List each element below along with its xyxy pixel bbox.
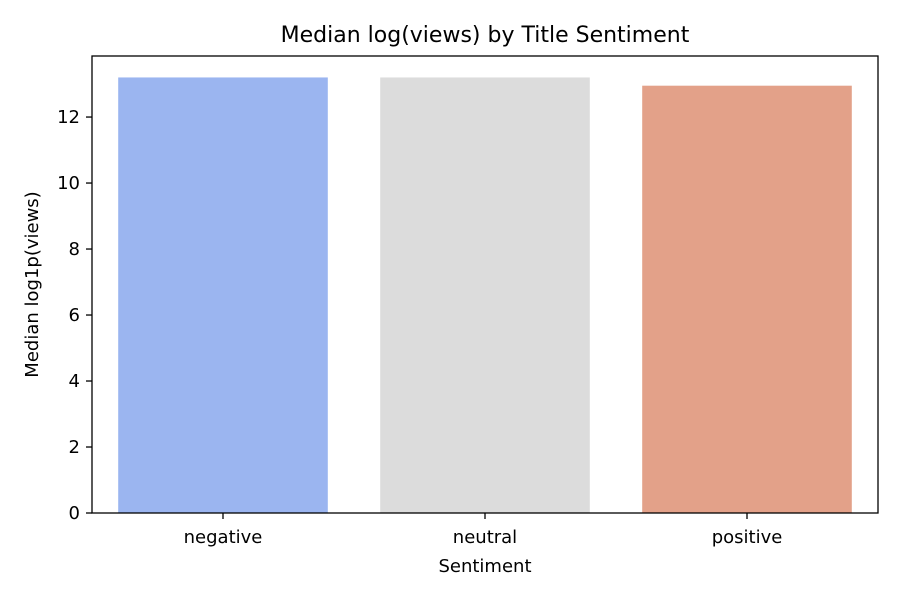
y-tick-label: 10 bbox=[57, 173, 80, 194]
y-tick-label: 8 bbox=[69, 239, 80, 260]
y-tick-label: 0 bbox=[69, 503, 80, 524]
y-axis-ticks: 0 2 4 6 8 10 12 bbox=[57, 107, 92, 524]
bar-negative bbox=[118, 77, 328, 513]
y-tick-label: 4 bbox=[69, 371, 80, 392]
y-tick-label: 6 bbox=[69, 305, 80, 326]
bar-positive bbox=[642, 85, 852, 513]
x-axis-ticks: negative neutral positive bbox=[184, 513, 783, 548]
y-axis-label: Median log1p(views) bbox=[22, 191, 43, 377]
bars-layer bbox=[118, 77, 852, 513]
chart-title: Median log(views) by Title Sentiment bbox=[281, 23, 690, 48]
x-tick-label: positive bbox=[712, 527, 783, 548]
bar-neutral bbox=[380, 77, 590, 513]
y-tick-label: 2 bbox=[69, 437, 80, 458]
x-tick-label: neutral bbox=[453, 527, 517, 548]
x-tick-label: negative bbox=[184, 527, 263, 548]
x-axis-label: Sentiment bbox=[438, 556, 531, 577]
y-tick-label: 12 bbox=[57, 107, 80, 128]
plot-area-frame bbox=[91, 55, 879, 514]
